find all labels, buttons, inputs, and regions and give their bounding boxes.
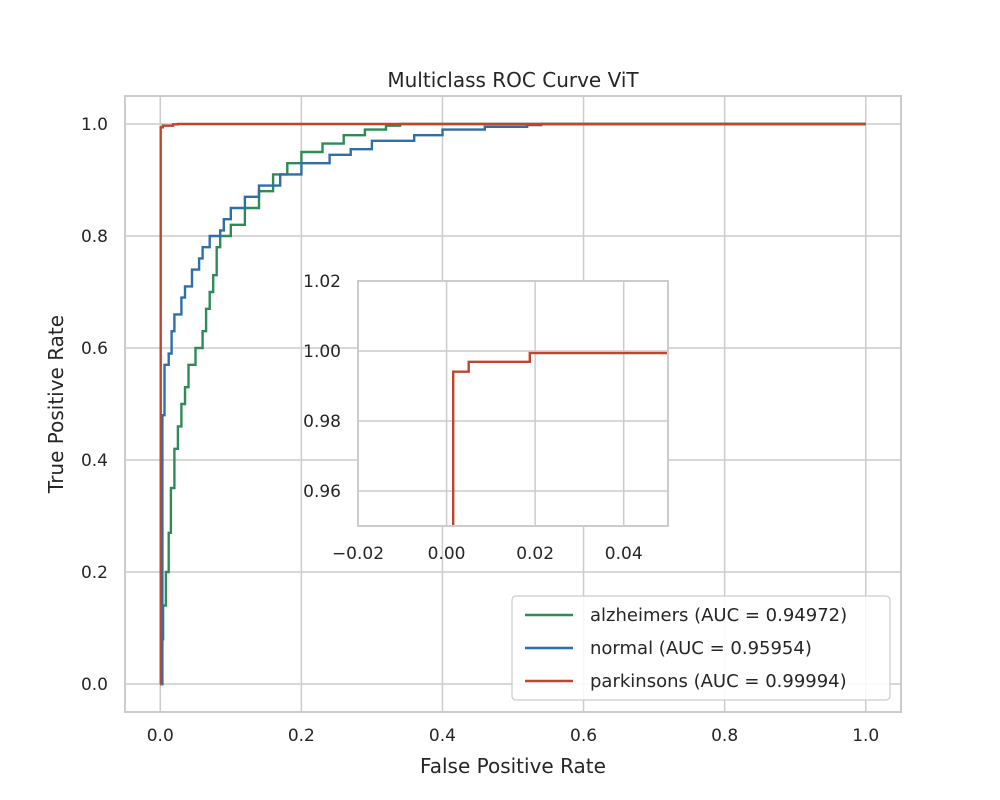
inset-y-tick-label: 1.02 bbox=[303, 272, 341, 292]
legend-label-0: alzheimers (AUC = 0.94972) bbox=[590, 605, 847, 626]
inset-frame bbox=[357, 280, 669, 527]
y-tick-label: 0.8 bbox=[81, 227, 108, 247]
series-line-2 bbox=[159, 122, 866, 686]
inset-y-tick-labels: 0.96 0.98 1.00 1.02 bbox=[303, 272, 341, 502]
main-series bbox=[159, 122, 866, 686]
x-tick-labels: 0.0 0.2 0.4 0.6 0.8 1.0 bbox=[147, 726, 880, 746]
inset-series bbox=[452, 351, 668, 526]
chart-title: Multiclass ROC Curve ViT bbox=[387, 68, 639, 92]
x-tick-label: 0.0 bbox=[147, 726, 174, 746]
legend-label-1: normal (AUC = 0.95954) bbox=[590, 638, 812, 659]
inset-area bbox=[358, 281, 668, 526]
x-tick-label: 1.0 bbox=[852, 726, 879, 746]
legend: alzheimers (AUC = 0.94972) normal (AUC = … bbox=[511, 595, 891, 701]
x-axis-label: False Positive Rate bbox=[420, 754, 606, 778]
x-tick-label: 0.4 bbox=[429, 726, 456, 746]
y-axis-label: True Positive Rate bbox=[44, 315, 68, 494]
y-tick-label: 0.4 bbox=[81, 451, 108, 471]
inset-x-tick-label: −0.02 bbox=[332, 544, 384, 564]
x-tick-label: 0.8 bbox=[711, 726, 738, 746]
y-tick-label: 0.2 bbox=[81, 563, 108, 583]
x-tick-label: 0.2 bbox=[288, 726, 315, 746]
plot-frame bbox=[124, 95, 902, 713]
inset-y-tick-label: 0.96 bbox=[303, 482, 341, 502]
y-tick-labels: 0.0 0.2 0.4 0.6 0.8 1.0 bbox=[81, 115, 108, 695]
y-tick-label: 0.0 bbox=[81, 675, 108, 695]
legend-label-2: parkinsons (AUC = 0.99994) bbox=[590, 671, 847, 692]
inset-y-tick-label: 0.98 bbox=[303, 412, 341, 432]
inset-x-tick-labels: −0.02 0.00 0.02 0.04 bbox=[332, 544, 643, 564]
inset-plot: −0.02 0.00 0.02 0.04 0.96 0.98 1.00 1.02 bbox=[303, 272, 669, 564]
inset-series-line-0 bbox=[452, 351, 668, 526]
y-tick-label: 1.0 bbox=[81, 115, 108, 135]
inset-y-tick-label: 1.00 bbox=[303, 342, 341, 362]
x-tick-label: 0.6 bbox=[570, 726, 597, 746]
series-line-1 bbox=[160, 122, 866, 686]
legend-items: alzheimers (AUC = 0.94972) normal (AUC = … bbox=[525, 605, 847, 692]
inset-x-tick-label: 0.04 bbox=[605, 544, 643, 564]
series-line-0 bbox=[160, 122, 866, 686]
legend-box bbox=[511, 595, 891, 701]
inset-x-tick-label: 0.02 bbox=[516, 544, 554, 564]
inset-x-tick-label: 0.00 bbox=[428, 544, 466, 564]
y-tick-label: 0.6 bbox=[81, 339, 108, 359]
